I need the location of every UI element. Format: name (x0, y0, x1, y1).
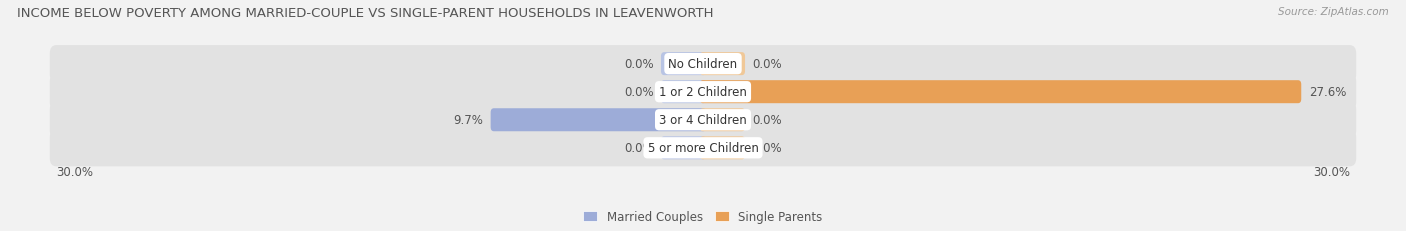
FancyBboxPatch shape (491, 109, 706, 132)
Text: 5 or more Children: 5 or more Children (648, 142, 758, 155)
Text: INCOME BELOW POVERTY AMONG MARRIED-COUPLE VS SINGLE-PARENT HOUSEHOLDS IN LEAVENW: INCOME BELOW POVERTY AMONG MARRIED-COUPL… (17, 7, 713, 20)
Text: No Children: No Children (668, 58, 738, 71)
FancyBboxPatch shape (700, 137, 745, 160)
Text: Source: ZipAtlas.com: Source: ZipAtlas.com (1278, 7, 1389, 17)
Text: 3 or 4 Children: 3 or 4 Children (659, 114, 747, 127)
FancyBboxPatch shape (700, 53, 745, 76)
Legend: Married Couples, Single Parents: Married Couples, Single Parents (583, 210, 823, 223)
Text: 0.0%: 0.0% (752, 142, 782, 155)
FancyBboxPatch shape (700, 81, 1302, 104)
Text: 27.6%: 27.6% (1309, 86, 1346, 99)
Text: 0.0%: 0.0% (752, 58, 782, 71)
FancyBboxPatch shape (49, 46, 1357, 83)
FancyBboxPatch shape (49, 130, 1357, 167)
Text: 0.0%: 0.0% (624, 86, 654, 99)
Text: 0.0%: 0.0% (624, 142, 654, 155)
Text: 9.7%: 9.7% (453, 114, 484, 127)
FancyBboxPatch shape (49, 74, 1357, 111)
FancyBboxPatch shape (49, 102, 1357, 139)
Text: 30.0%: 30.0% (1313, 165, 1350, 178)
FancyBboxPatch shape (661, 81, 706, 104)
FancyBboxPatch shape (661, 53, 706, 76)
Text: 30.0%: 30.0% (56, 165, 93, 178)
Text: 0.0%: 0.0% (752, 114, 782, 127)
FancyBboxPatch shape (700, 109, 745, 132)
Text: 1 or 2 Children: 1 or 2 Children (659, 86, 747, 99)
FancyBboxPatch shape (661, 137, 706, 160)
Text: 0.0%: 0.0% (624, 58, 654, 71)
